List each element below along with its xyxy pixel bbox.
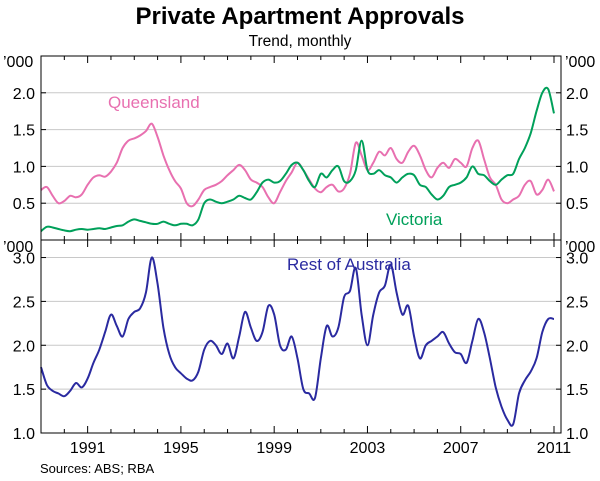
ytick-label-left-bottom-3: 2.5 xyxy=(13,294,35,311)
queensland-series-line xyxy=(40,122,555,208)
ytick-label-right-bottom-1: 1.5 xyxy=(566,382,588,399)
top-panel-series xyxy=(40,86,555,233)
victoria-label: Victoria xyxy=(386,210,443,229)
source-note: Sources: ABS; RBA xyxy=(40,461,154,476)
bottom-panel-gridlines xyxy=(41,257,561,434)
bottom-left-unit: ’000 xyxy=(3,239,33,256)
xtick-label-1999: 1999 xyxy=(256,440,292,457)
ytick-label-right-bottom-0: 1.0 xyxy=(566,426,588,443)
ytick-label-left-top-2: 1.5 xyxy=(13,123,35,140)
ytick-label-left-top-1: 1.0 xyxy=(13,159,35,176)
chart-title: Private Apartment Approvals xyxy=(136,3,465,30)
ytick-label-left-top-3: 2.0 xyxy=(13,86,35,103)
victoria-series-line xyxy=(40,86,555,233)
queensland-label: Queensland xyxy=(108,93,200,112)
xtick-label-1995: 1995 xyxy=(163,440,199,457)
ytick-label-right-bottom-3: 2.5 xyxy=(566,294,588,311)
rest-of-australia-label: Rest of Australia xyxy=(287,255,411,274)
ytick-label-left-bottom-2: 2.0 xyxy=(13,338,35,355)
rest-of-australia-series-line xyxy=(40,256,555,427)
xtick-label-2007: 2007 xyxy=(443,440,479,457)
top-right-unit: ’000 xyxy=(565,54,595,71)
xtick-label-2011: 2011 xyxy=(537,440,572,457)
chart-subtitle: Trend, monthly xyxy=(249,33,352,50)
bottom-panel-series xyxy=(40,256,555,427)
ytick-label-right-top-2: 1.5 xyxy=(566,123,588,140)
ytick-label-right-top-0: 0.5 xyxy=(566,196,588,213)
bottom-right-unit: ’000 xyxy=(565,239,595,256)
xtick-label-2003: 2003 xyxy=(350,440,386,457)
ytick-label-right-bottom-4: 3.0 xyxy=(566,251,588,268)
top-panel-y-axis: 0.5 0.5 1.0 1.0 1.5 1.5 2.0 2.0 xyxy=(13,86,589,213)
top-panel-frame xyxy=(40,55,562,241)
bottom-panel-y-axis: 1.0 1.0 1.5 1.5 2.0 2.0 2.5 2.5 3.0 3.0 xyxy=(13,251,589,443)
ytick-label-left-top-0: 0.5 xyxy=(13,196,35,213)
xtick-label-1991: 1991 xyxy=(70,440,106,457)
top-left-unit: ’000 xyxy=(3,54,33,71)
ytick-label-right-bottom-2: 2.0 xyxy=(566,338,588,355)
ytick-label-right-top-3: 2.0 xyxy=(566,86,588,103)
ytick-label-left-bottom-4: 3.0 xyxy=(13,251,35,268)
ytick-label-right-top-1: 1.0 xyxy=(566,159,588,176)
ytick-label-left-bottom-1: 1.5 xyxy=(13,382,35,399)
ytick-label-left-bottom-0: 1.0 xyxy=(13,426,35,443)
x-axis: 1991 1995 1999 2003 2007 2011 xyxy=(40,56,572,457)
bottom-panel-frame xyxy=(40,239,562,434)
